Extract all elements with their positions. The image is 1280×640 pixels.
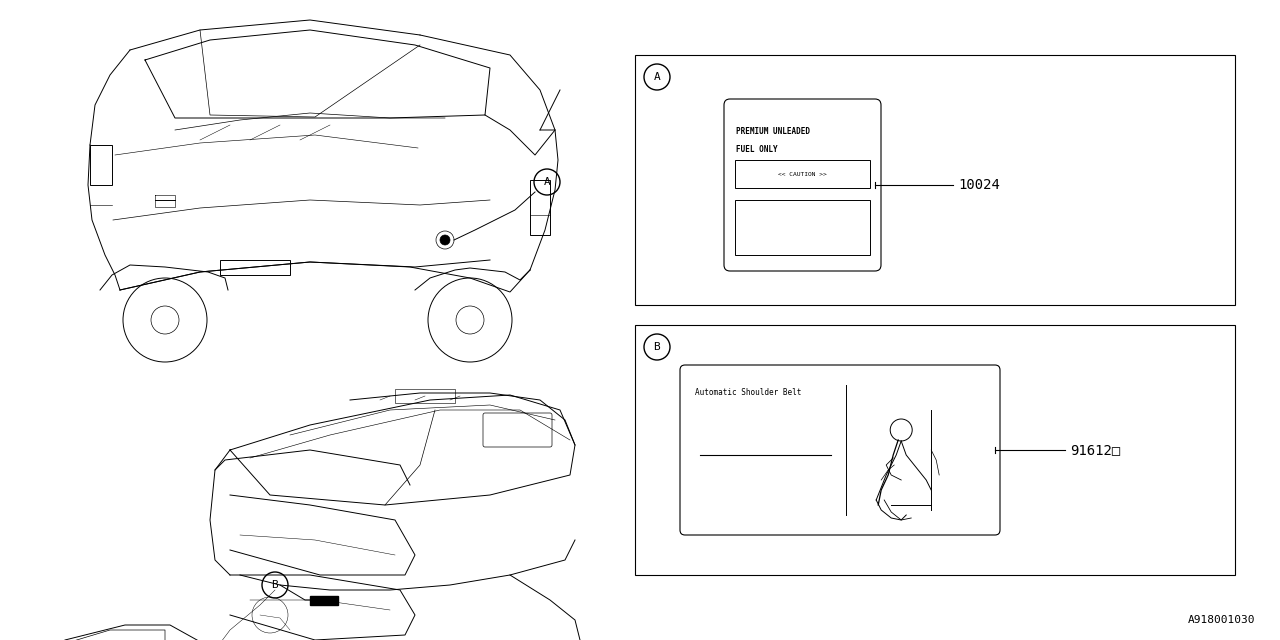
Text: B: B — [271, 580, 278, 590]
Text: A: A — [544, 177, 550, 187]
Bar — [635, 325, 1235, 575]
Bar — [735, 160, 870, 188]
Text: FUEL ONLY: FUEL ONLY — [736, 145, 778, 154]
Circle shape — [440, 235, 451, 245]
Text: Automatic Shoulder Belt: Automatic Shoulder Belt — [695, 388, 801, 397]
Text: A918001030: A918001030 — [1188, 615, 1254, 625]
Text: B: B — [654, 342, 660, 352]
Bar — [735, 200, 870, 255]
Bar — [310, 596, 338, 605]
Bar — [635, 55, 1235, 305]
Text: << CAUTION >>: << CAUTION >> — [778, 172, 827, 177]
Text: 91612□: 91612□ — [1070, 443, 1120, 457]
Bar — [90, 145, 113, 185]
Text: A: A — [654, 72, 660, 82]
Text: 10024: 10024 — [957, 178, 1000, 192]
Text: PREMIUM UNLEADED: PREMIUM UNLEADED — [736, 127, 810, 136]
Bar — [220, 260, 291, 275]
Bar — [530, 180, 550, 235]
Bar — [396, 389, 454, 403]
